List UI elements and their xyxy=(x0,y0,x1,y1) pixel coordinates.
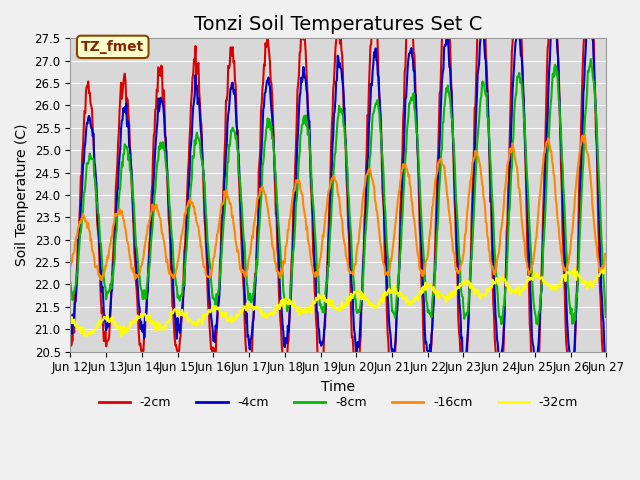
-8cm xyxy=(76,231,84,237)
-2cm xyxy=(131,261,139,266)
-2cm xyxy=(186,137,193,143)
-16cm xyxy=(76,218,84,224)
-8cm xyxy=(534,322,542,327)
-4cm xyxy=(568,367,576,373)
-16cm xyxy=(419,268,427,274)
-2cm xyxy=(419,296,426,302)
-2cm xyxy=(67,329,74,335)
Line: -4cm: -4cm xyxy=(70,3,605,370)
Y-axis label: Soil Temperature (C): Soil Temperature (C) xyxy=(15,124,29,266)
-16cm xyxy=(67,264,74,269)
-32cm xyxy=(132,319,140,324)
-8cm xyxy=(186,204,193,210)
-32cm xyxy=(117,333,125,339)
-32cm xyxy=(67,319,74,324)
-32cm xyxy=(419,284,427,289)
-16cm xyxy=(186,195,194,201)
-16cm xyxy=(214,225,222,231)
-32cm xyxy=(602,267,609,273)
-4cm xyxy=(419,273,426,279)
-8cm xyxy=(131,226,139,231)
-2cm xyxy=(602,406,609,412)
-8cm xyxy=(214,292,221,298)
-16cm xyxy=(581,132,589,138)
Line: -8cm: -8cm xyxy=(70,59,605,324)
Text: TZ_fmet: TZ_fmet xyxy=(81,40,145,54)
-16cm xyxy=(132,272,140,277)
-16cm xyxy=(404,169,412,175)
-4cm xyxy=(214,306,221,312)
-8cm xyxy=(67,280,74,286)
-8cm xyxy=(602,314,609,320)
-8cm xyxy=(403,129,411,134)
-32cm xyxy=(214,306,222,312)
-4cm xyxy=(131,237,139,242)
-32cm xyxy=(601,265,609,271)
-2cm xyxy=(214,308,221,314)
-4cm xyxy=(586,0,593,6)
Legend: -2cm, -4cm, -8cm, -16cm, -32cm: -2cm, -4cm, -8cm, -16cm, -32cm xyxy=(93,391,583,414)
-8cm xyxy=(419,238,426,244)
Line: -16cm: -16cm xyxy=(70,135,605,280)
-2cm xyxy=(565,408,573,413)
X-axis label: Time: Time xyxy=(321,380,355,394)
-16cm xyxy=(602,251,609,257)
-2cm xyxy=(403,25,411,31)
Line: -32cm: -32cm xyxy=(70,268,605,336)
-2cm xyxy=(76,200,84,205)
-32cm xyxy=(186,317,194,323)
-4cm xyxy=(67,323,74,328)
-32cm xyxy=(76,324,84,330)
-4cm xyxy=(403,79,411,84)
-32cm xyxy=(404,299,412,305)
-4cm xyxy=(602,361,609,367)
-4cm xyxy=(76,225,84,231)
-8cm xyxy=(587,56,595,62)
Line: -2cm: -2cm xyxy=(70,0,605,410)
-16cm xyxy=(98,277,106,283)
Title: Tonzi Soil Temperatures Set C: Tonzi Soil Temperatures Set C xyxy=(194,15,483,34)
-4cm xyxy=(186,173,193,179)
